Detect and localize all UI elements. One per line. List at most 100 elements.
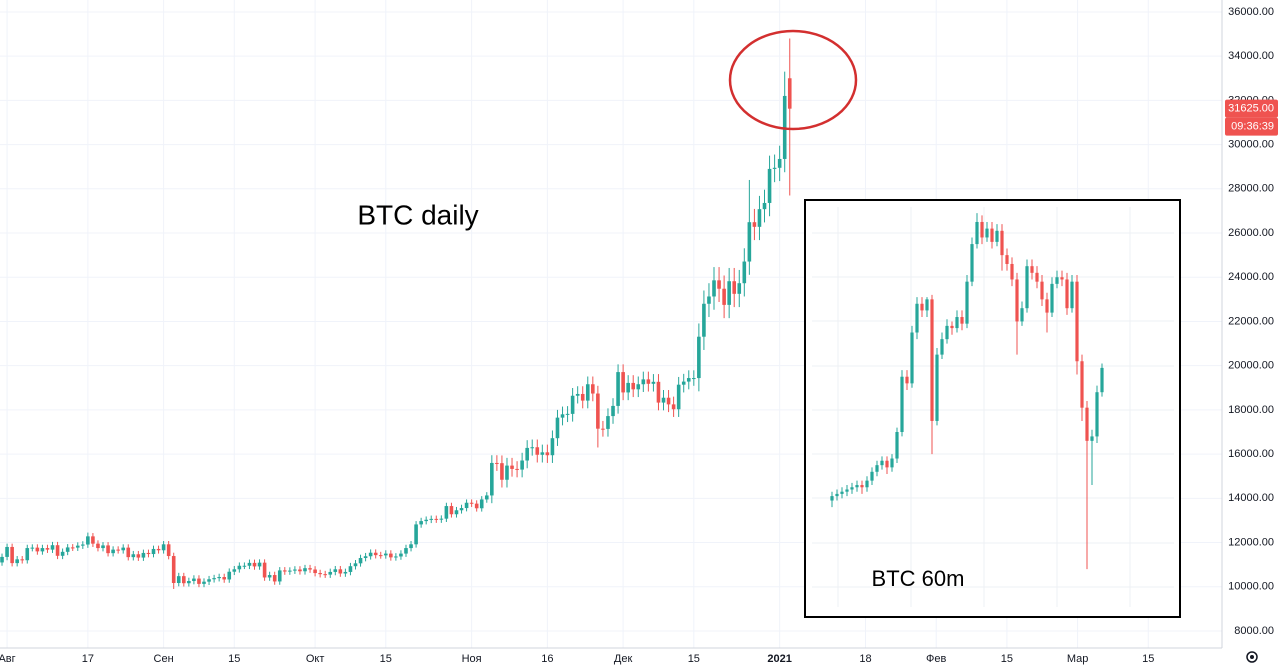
y-tick-label: 16000.00 (1228, 448, 1274, 460)
candle-body (960, 317, 964, 324)
candle-body (227, 571, 232, 580)
candle-body (580, 393, 585, 401)
candle-body (840, 491, 844, 494)
candle-body (434, 518, 439, 520)
candle-body (747, 222, 752, 262)
candle-body (1090, 436, 1094, 441)
settings-gear[interactable] (1246, 651, 1258, 663)
candle-body (515, 468, 519, 470)
candle-body (767, 168, 772, 203)
candle-body (70, 547, 75, 549)
candle-body (890, 458, 894, 468)
candle-body (35, 547, 40, 552)
candle-body (712, 280, 716, 297)
x-tick-label: 15 (1142, 653, 1154, 665)
x-tick-label: 15 (688, 653, 700, 665)
candle-body (1010, 263, 1014, 280)
candle-body (1100, 367, 1104, 393)
candle-body (671, 404, 676, 410)
candle-body (651, 381, 656, 384)
candle-body (611, 405, 615, 417)
candle-body (752, 222, 757, 227)
candle-body (1025, 266, 1029, 309)
inset-candles (830, 213, 1104, 570)
candle-body (161, 544, 166, 551)
candle-body (389, 553, 393, 558)
candle-body (787, 78, 792, 109)
y-tick-label: 12000.00 (1228, 536, 1274, 548)
candle-body (212, 578, 216, 580)
candle-body (930, 299, 934, 421)
y-tick-label: 10000.00 (1228, 581, 1274, 593)
candle-body (237, 565, 242, 570)
inset-annotation: BTC 60m (872, 566, 965, 591)
candle-body (945, 325, 949, 340)
candle-body (545, 452, 550, 456)
candle-body (601, 428, 605, 430)
candle-body (717, 280, 721, 289)
candle-body (91, 536, 95, 544)
candle-body (192, 578, 196, 582)
y-tick-label: 30000.00 (1228, 138, 1274, 150)
x-tick-label: Сен (154, 653, 174, 665)
candle-body (990, 228, 994, 242)
candle-body (570, 395, 575, 414)
candle-body (338, 569, 343, 574)
candle-body (126, 547, 131, 558)
candle-body (343, 571, 348, 574)
candle-body (1070, 281, 1074, 309)
candle-body (905, 376, 909, 384)
candle-body (202, 581, 206, 584)
y-tick-label: 34000.00 (1228, 50, 1274, 62)
candle-body (575, 393, 580, 396)
candle-body (885, 460, 889, 468)
candle-body (5, 546, 9, 557)
candle-body (525, 447, 529, 461)
candle-body (855, 485, 859, 488)
settings-gear-hub[interactable] (1250, 655, 1254, 659)
candle-body (383, 553, 388, 556)
y-tick-label: 26000.00 (1228, 227, 1274, 239)
x-tick-label: 15 (1001, 653, 1013, 665)
candle-body (830, 496, 834, 501)
candle-body (510, 465, 514, 469)
candle-body (500, 463, 504, 480)
candle-body (101, 545, 105, 549)
y-tick-label: 28000.00 (1228, 183, 1274, 195)
countdown-tag (1225, 117, 1278, 136)
candle-body (293, 569, 297, 571)
candle-body (955, 317, 959, 329)
candle-body (308, 568, 312, 570)
x-tick-label: Авг (0, 653, 16, 665)
settings-icon[interactable] (1246, 651, 1258, 663)
candle-body (1020, 308, 1024, 322)
candle-body (860, 485, 864, 488)
candle-body (880, 460, 884, 466)
candle-body (591, 384, 595, 394)
candle-body (722, 288, 726, 305)
candle-body (75, 545, 80, 548)
candle-body (298, 569, 302, 572)
candle-body (865, 480, 869, 488)
candle-body (495, 462, 499, 464)
candle-body (373, 552, 378, 556)
candle-body (171, 556, 176, 584)
axes: 8000.00 10000.00 12000.00 14000.00 16000.00 1… (0, 6, 1278, 665)
x-tick-label: Дек (614, 653, 633, 665)
candle-body (1045, 299, 1049, 313)
candle-body (777, 158, 782, 168)
candle-body (1035, 272, 1039, 282)
candle-body (975, 221, 979, 245)
y-tick-label: 8000.00 (1234, 625, 1274, 637)
candle-body (737, 283, 742, 294)
candle-body (641, 379, 646, 385)
candle-body (272, 575, 277, 582)
inset-grid (812, 207, 1174, 607)
candle-body (596, 393, 600, 429)
candle-body (490, 462, 494, 496)
main-candles (0, 38, 792, 589)
candle-body (616, 372, 620, 406)
candle-body (187, 581, 191, 584)
candle-body (555, 417, 560, 439)
candle-body (55, 545, 60, 556)
